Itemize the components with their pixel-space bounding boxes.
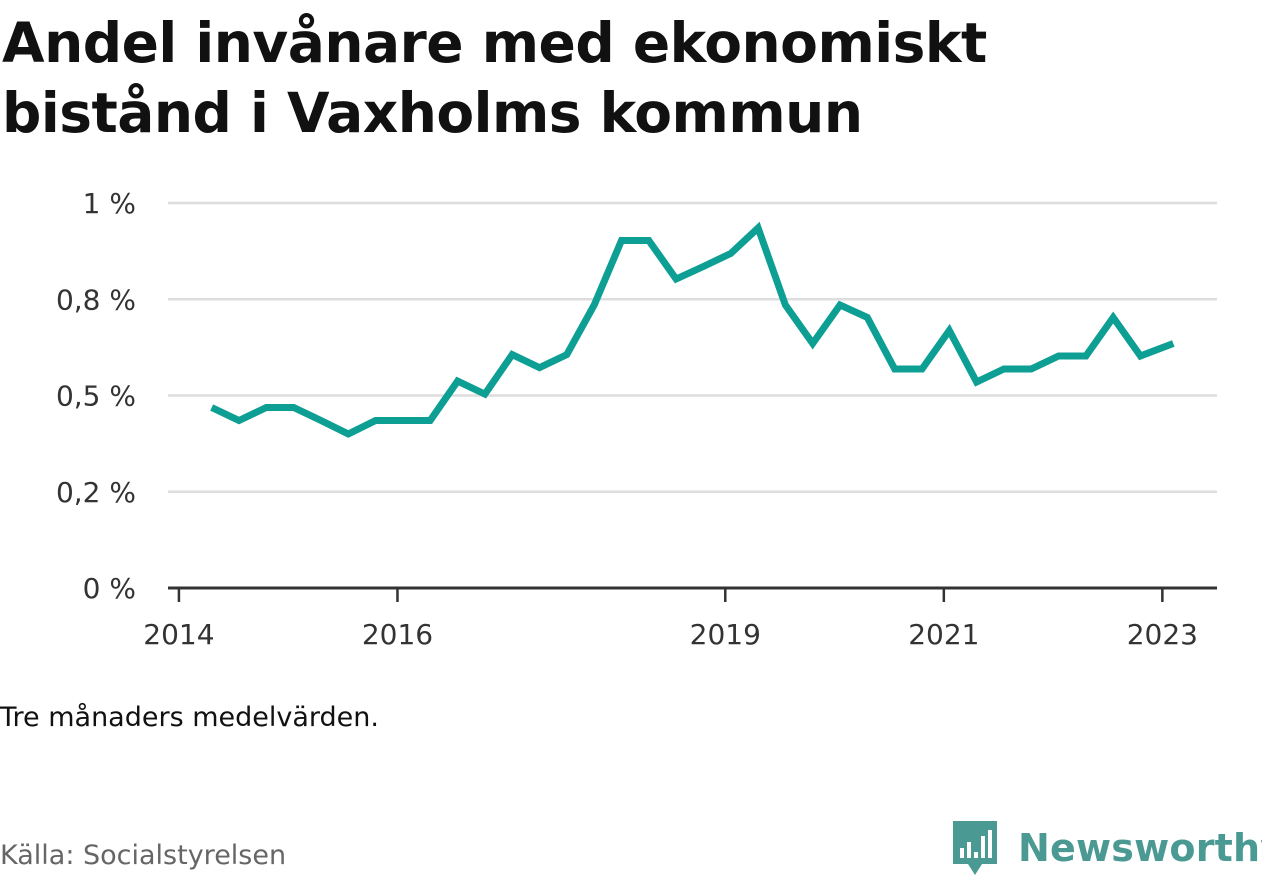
source-text: Källa: Socialstyrelsen xyxy=(0,840,287,871)
series-line xyxy=(210,221,1175,438)
newsworthy-logo-icon xyxy=(953,821,997,875)
line-chart: 0 %0,2 %0,5 %0,8 %1 % 2014 2016 2019 2021 20… xyxy=(56,187,1217,651)
chart-note: Tre månaders medelvärden. xyxy=(0,702,379,733)
x-tick-label: 2014 xyxy=(143,618,214,651)
brand-name: Newsworthy xyxy=(1018,826,1262,870)
x-tick-label: 2016 xyxy=(362,618,433,651)
y-tick-label: 0,8 % xyxy=(56,283,136,316)
gridlines xyxy=(168,201,1217,493)
x-tick-label: 2023 xyxy=(1127,618,1198,651)
x-tick-label: 2021 xyxy=(908,618,979,651)
x-axis: 2014 2016 2019 2021 2023 xyxy=(143,586,1217,651)
chart-title-line-2: bistånd i Vaxholms kommun xyxy=(2,81,863,145)
y-tick-label: 0,2 % xyxy=(56,476,136,509)
y-tick-label: 0,5 % xyxy=(56,380,136,413)
y-tick-label: 0 % xyxy=(83,572,136,605)
brand-logo[interactable]: Newsworthy xyxy=(950,818,1262,878)
y-axis: 0 % 0,2 % 0,5 % 0,8 % 1 % xyxy=(56,187,136,605)
chart-title-line-1: Andel invånare med ekonomiskt xyxy=(2,11,987,75)
y-tick-label: 1 % xyxy=(83,187,136,220)
x-tick-label: 2019 xyxy=(690,618,761,651)
chart-title: Andel invånare med ekonomiskt bistånd i … xyxy=(2,8,1232,148)
series-layer xyxy=(210,221,1175,438)
